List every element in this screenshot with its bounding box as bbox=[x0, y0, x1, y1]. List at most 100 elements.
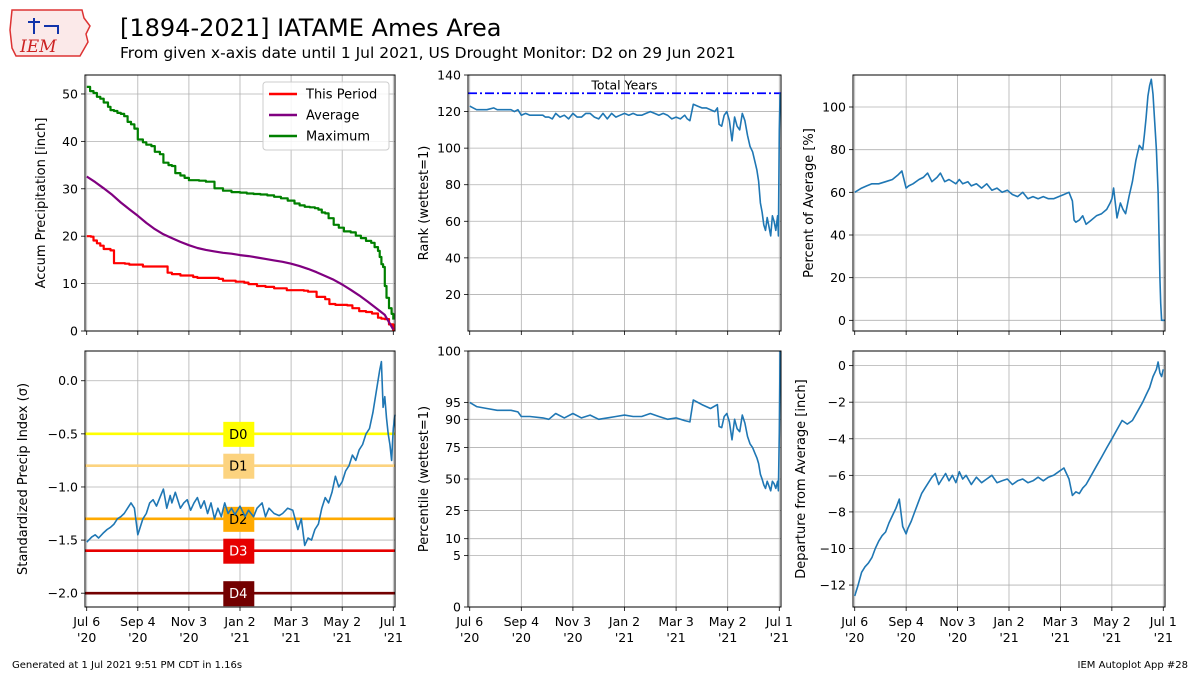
x-tick-label: Mar 3 bbox=[658, 614, 694, 629]
y-axis-label: Accum Precipitation [inch] bbox=[34, 118, 49, 289]
series-line-maximum bbox=[86, 85, 395, 320]
y-axis-label: Departure from Average [inch] bbox=[794, 379, 809, 578]
x-tick-label: Mar 3 bbox=[1043, 614, 1079, 629]
y-axis-label: Percent of Average [%] bbox=[802, 128, 817, 278]
legend-label: Average bbox=[306, 109, 359, 124]
y-tick-label: 60 bbox=[830, 185, 846, 200]
x-tick-label-year: '20 bbox=[179, 630, 198, 645]
drought-label-D4: D4 bbox=[229, 587, 247, 602]
series-line-rank bbox=[469, 93, 781, 237]
x-tick-label: Sep 4 bbox=[120, 614, 156, 629]
y-tick-label: 0 bbox=[453, 600, 461, 615]
legend-label: Maximum bbox=[306, 130, 370, 145]
x-tick-label-year: '21 bbox=[615, 630, 634, 645]
legend-box bbox=[262, 81, 390, 151]
x-tick-label-year: '21 bbox=[333, 630, 352, 645]
x-tick-label: Sep 4 bbox=[504, 614, 540, 629]
drought-box-D4 bbox=[223, 581, 255, 607]
series-line-departure bbox=[853, 361, 1165, 597]
drought-box-D3 bbox=[223, 538, 255, 564]
footer-generated: Generated at 1 Jul 2021 9:51 PM CDT in 1… bbox=[12, 660, 242, 671]
y-tick-label: 20 bbox=[62, 229, 78, 244]
logo-text: IEM bbox=[19, 37, 57, 57]
y-tick-label: −12 bbox=[820, 578, 846, 593]
x-tick-label-year: '20 bbox=[77, 630, 96, 645]
x-tick-label: Mar 3 bbox=[273, 614, 309, 629]
x-tick-label: Jul 1 bbox=[1149, 614, 1177, 629]
y-axis-label: Standardized Precip Index (σ) bbox=[16, 383, 31, 575]
y-tick-label: −1.5 bbox=[48, 533, 78, 548]
x-tick-label: Jan 2 bbox=[992, 614, 1024, 629]
plot-frame bbox=[852, 350, 1166, 608]
x-tick-label: Jul 6 bbox=[840, 614, 868, 629]
x-tick-label-year: '21 bbox=[1051, 630, 1070, 645]
y-tick-label: 100 bbox=[437, 344, 461, 359]
weather-station-icon bbox=[28, 18, 59, 34]
drought-box-D1 bbox=[223, 453, 255, 479]
y-tick-label: −2.0 bbox=[48, 586, 78, 601]
x-tick-label: Sep 4 bbox=[888, 614, 924, 629]
x-tick-label-year: '20 bbox=[460, 630, 479, 645]
series-line-percent bbox=[854, 78, 1165, 322]
y-tick-label: −2 bbox=[828, 395, 846, 410]
y-tick-label: 120 bbox=[437, 104, 461, 119]
x-tick-label-year: '21 bbox=[666, 630, 685, 645]
series-line-this-period bbox=[86, 235, 395, 331]
y-tick-label: 50 bbox=[445, 472, 461, 487]
x-tick-label: Jul 6 bbox=[455, 614, 483, 629]
x-tick-label-year: '20 bbox=[948, 630, 967, 645]
y-tick-label: 0 bbox=[838, 358, 846, 373]
x-tick-label-year: '20 bbox=[845, 630, 864, 645]
x-tick-label: Nov 3 bbox=[555, 614, 591, 629]
x-tick-label-year: '21 bbox=[281, 630, 300, 645]
drought-label-D1: D1 bbox=[229, 460, 247, 475]
y-tick-label: 80 bbox=[830, 142, 846, 157]
y-tick-label: 80 bbox=[445, 177, 461, 192]
y-tick-label: 0 bbox=[70, 324, 78, 339]
x-tick-label: Jul 1 bbox=[765, 614, 793, 629]
legend-label: This Period bbox=[305, 88, 377, 103]
panel-rank: 20 40 60 80 100 120 140 Rank (wettest=1) Total Y… bbox=[417, 68, 782, 335]
drought-label-D0: D0 bbox=[229, 428, 247, 443]
x-tick-label-year: '20 bbox=[128, 630, 147, 645]
y-axis-label: Rank (wettest=1) bbox=[417, 146, 432, 261]
drought-label-D3: D3 bbox=[229, 545, 247, 560]
x-tick-label: Jul 6 bbox=[72, 614, 100, 629]
x-tick-label-year: '20 bbox=[896, 630, 915, 645]
y-axis-label: Percentile (wettest=1) bbox=[417, 406, 432, 552]
x-tick-label-year: '20 bbox=[563, 630, 582, 645]
x-tick-label-year: '20 bbox=[512, 630, 531, 645]
y-tick-label: 60 bbox=[445, 214, 461, 229]
x-tick-label-year: '21 bbox=[230, 630, 249, 645]
x-tick-label: May 2 bbox=[709, 614, 747, 629]
y-tick-label: 100 bbox=[822, 100, 846, 115]
x-tick-label-year: '21 bbox=[770, 630, 789, 645]
x-tick-label: Nov 3 bbox=[939, 614, 975, 629]
x-tick-label: May 2 bbox=[323, 614, 361, 629]
y-tick-label: 75 bbox=[445, 440, 461, 455]
y-tick-label: −1.0 bbox=[48, 479, 78, 494]
chart-title: [1894-2021] IATAME Ames Area bbox=[120, 14, 501, 42]
panel-percent: 0 20 40 60 80 100 Percent of Average [%] bbox=[802, 74, 1166, 335]
y-tick-label: 5 bbox=[453, 548, 461, 563]
y-tick-label: −10 bbox=[820, 541, 846, 556]
y-tick-label: −4 bbox=[828, 431, 846, 446]
series-line-spi bbox=[86, 360, 396, 547]
x-tick-label-year: '21 bbox=[999, 630, 1018, 645]
y-tick-label: 40 bbox=[445, 250, 461, 265]
y-tick-label: −8 bbox=[828, 504, 846, 519]
chart-subtitle: From given x-axis date until 1 Jul 2021,… bbox=[120, 44, 736, 62]
plot-frame bbox=[467, 350, 782, 608]
drought-label-D2: D2 bbox=[229, 513, 247, 528]
y-tick-label: 95 bbox=[445, 395, 461, 410]
y-tick-label: 10 bbox=[445, 531, 461, 546]
series-line-percentile bbox=[469, 350, 781, 492]
x-tick-label: May 2 bbox=[1093, 614, 1131, 629]
y-tick-label: 20 bbox=[830, 270, 846, 285]
x-tick-label-year: '21 bbox=[718, 630, 737, 645]
y-tick-label: 50 bbox=[62, 86, 78, 101]
total-years-label: Total Years bbox=[590, 77, 657, 92]
